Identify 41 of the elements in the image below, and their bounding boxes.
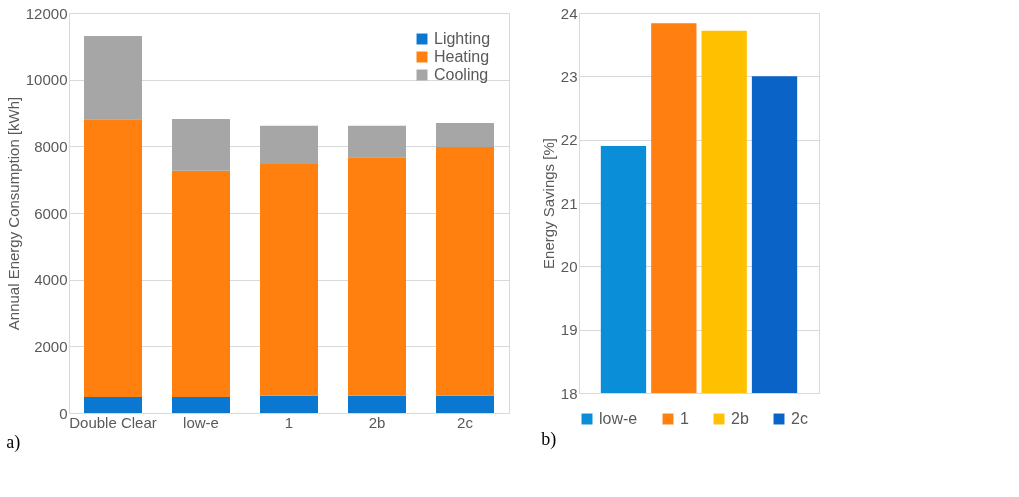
bar xyxy=(84,119,142,397)
legend-label: Lighting xyxy=(434,30,491,47)
y-tick-label: 22 xyxy=(560,131,578,149)
y-tick-label: 23 xyxy=(560,67,578,85)
y-tick-label: 12000 xyxy=(25,4,68,22)
y-tick-label: 4000 xyxy=(34,271,68,289)
x-tick-label: Double Clear xyxy=(69,413,157,431)
bar xyxy=(260,395,318,413)
bar xyxy=(260,125,318,164)
legend-label: Cooling xyxy=(434,66,489,83)
text: b) xyxy=(541,429,557,450)
y-tick-label: 21 xyxy=(560,194,578,212)
y-tick-label: 20 xyxy=(560,257,578,275)
bar xyxy=(436,147,494,396)
text: a) xyxy=(6,432,21,453)
y-tick-label: 19 xyxy=(560,321,578,339)
x-tick-label: 1 xyxy=(284,413,294,431)
y-tick-label: 18 xyxy=(560,384,578,402)
y-tick-label: 8000 xyxy=(34,137,68,155)
x-tick-label: 2b xyxy=(368,413,386,431)
bar xyxy=(172,170,230,397)
bar xyxy=(84,36,142,120)
y-tick-label: 0 xyxy=(59,404,68,422)
legend-label: Heating xyxy=(434,48,490,65)
x-tick-label: 2c xyxy=(457,413,474,431)
bar xyxy=(172,397,230,413)
y-tick-label: 24 xyxy=(560,4,578,22)
bar xyxy=(348,157,406,396)
bar xyxy=(436,395,494,413)
bar xyxy=(436,123,494,147)
x-tick-label: low-e xyxy=(183,413,219,431)
y-axis-title: Energy Savings [%] xyxy=(539,138,557,269)
bar xyxy=(172,119,230,171)
y-tick-label: 10000 xyxy=(25,71,68,89)
y-axis-title: Annual Energy Consumption [kWh] xyxy=(4,96,22,331)
y-tick-label: 6000 xyxy=(34,204,68,222)
bar xyxy=(84,397,142,413)
bar xyxy=(260,164,318,396)
bar xyxy=(348,395,406,413)
y-tick-label: 2000 xyxy=(34,337,68,355)
bar xyxy=(348,125,406,158)
